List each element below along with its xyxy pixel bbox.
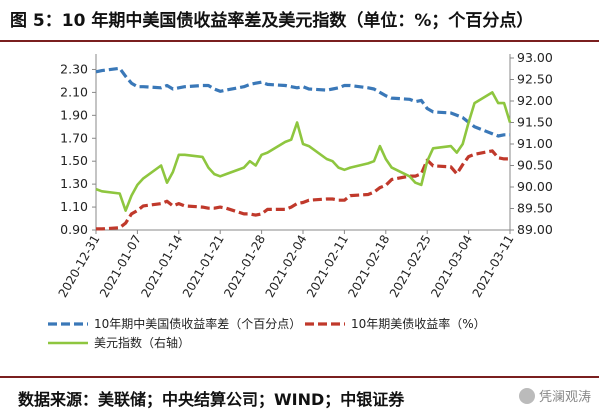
right-tick-label: 89.00 <box>517 222 553 237</box>
right-tick-label: 90.50 <box>517 158 553 173</box>
x-tick-label: 2020-12-31 <box>56 233 103 300</box>
x-tick-label: 2021-01-07 <box>97 233 144 300</box>
series-line-1 <box>95 66 510 138</box>
watermark-text: 凭澜观涛 <box>538 390 591 405</box>
x-tick-label: 2021-01-28 <box>221 233 268 300</box>
x-tick-label: 2021-02-25 <box>387 233 434 300</box>
left-tick-label: 1.90 <box>60 107 88 122</box>
x-tick-label: 2021-03-11 <box>470 233 517 300</box>
source-bar: 数据来源：美联储；中央结算公司；WIND；中银证券 凭澜观涛 <box>0 376 599 416</box>
x-tick-label: 2021-01-21 <box>180 233 227 300</box>
x-tick-label: 2021-01-14 <box>138 233 185 300</box>
right-tick-label: 91.50 <box>517 115 553 130</box>
legend-label-1: 10年期中美国债收益率差（个百分点） <box>94 316 301 331</box>
x-axis: 2020-12-312021-01-072021-01-142021-01-21… <box>56 230 517 300</box>
x-tick-label: 2021-02-11 <box>304 233 351 300</box>
legend-label-2: 10年期美债收益率（%） <box>351 316 486 331</box>
left-tick-label: 2.10 <box>60 84 88 99</box>
x-tick-label: 2021-02-04 <box>263 233 310 300</box>
source-note: 数据来源：美联储；中央结算公司；WIND；中银证券 <box>18 390 405 409</box>
line-chart: 0.901.101.301.501.701.902.102.30 89.0089… <box>48 50 553 350</box>
right-tick-label: 92.50 <box>517 72 553 87</box>
x-tick-label: 2021-03-04 <box>428 232 475 299</box>
figure-title-bar: 图 5：10 年期中美国债收益率差及美元指数（单位：%；个百分点） <box>0 0 599 42</box>
x-tick-label: 2021-02-18 <box>345 233 392 300</box>
left-tick-label: 1.30 <box>60 176 88 191</box>
figure-title: 图 5：10 年期中美国债收益率差及美元指数（单位：%；个百分点） <box>10 11 534 31</box>
series-line-3 <box>95 91 512 212</box>
left-tick-label: 1.70 <box>60 130 88 145</box>
series-line-2 <box>96 149 510 231</box>
right-tick-label: 89.50 <box>517 201 553 216</box>
left-axis: 0.90 1.10 1.30 1.50 1.70 1.90 2.10 2.30 <box>60 61 96 237</box>
left-tick-label: 1.50 <box>60 153 88 168</box>
right-tick-label: 92.00 <box>517 93 553 108</box>
right-tick-label: 91.00 <box>517 136 553 151</box>
legend-label-3: 美元指数（右轴） <box>94 335 190 350</box>
right-tick-label: 93.00 <box>517 50 553 65</box>
left-tick-label: 0.90 <box>60 222 88 237</box>
wechat-icon <box>518 387 535 404</box>
legend: 10年期中美国债收益率差（个百分点） 10年期美债收益率（%） 美元指数（右轴） <box>48 316 486 350</box>
left-tick-label: 1.10 <box>60 199 88 214</box>
watermark: 凭澜观涛 <box>518 386 591 405</box>
plot-area <box>95 54 512 231</box>
right-axis: 89.00 89.50 90.00 90.50 91.00 91.50 92.00 92.50… <box>510 50 553 237</box>
right-tick-label: 90.00 <box>517 179 553 194</box>
left-tick-label: 2.30 <box>60 61 88 76</box>
